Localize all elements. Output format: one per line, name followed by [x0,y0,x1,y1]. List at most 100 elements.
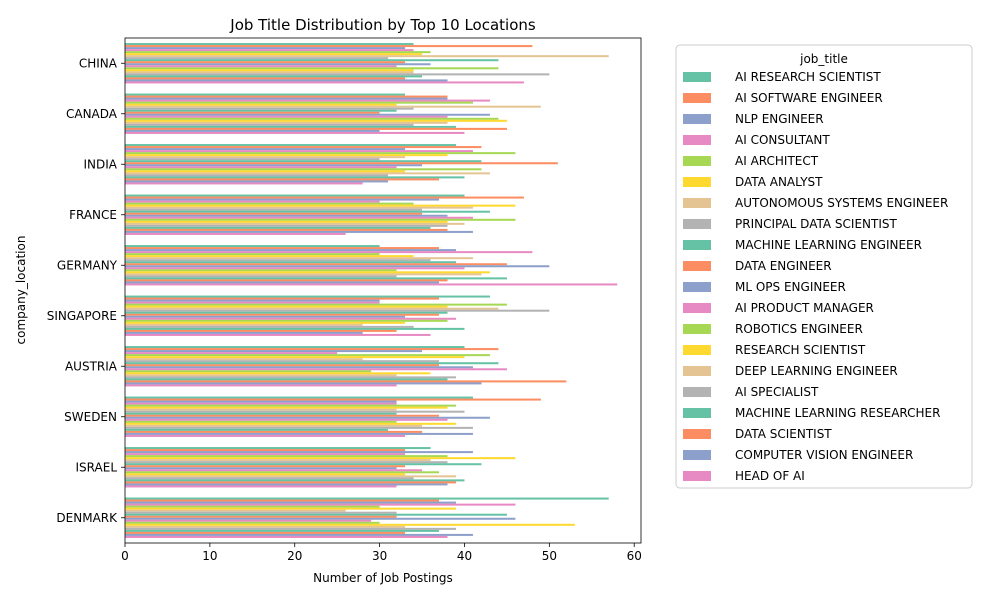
y-tick-label: FRANCE [69,208,117,222]
bar [125,535,448,538]
bar [125,255,414,258]
bar [125,168,482,171]
bar [125,455,448,458]
bar [125,247,440,250]
bar [125,457,516,460]
bar [125,79,448,82]
axes-group: 0 10 20 30 40 50 60 CHINA CANADA INDIA FRANCE GERMA… [47,37,642,563]
bar [125,331,363,334]
legend-swatch [683,387,711,397]
bar [125,43,414,46]
bar [125,402,397,405]
bar [125,113,490,116]
bar [125,45,533,48]
bar [125,281,440,284]
bar [125,354,490,357]
bar [125,523,575,526]
bar [125,346,465,349]
bar [125,178,440,181]
bar [125,210,490,213]
bar [125,329,397,332]
bar [125,299,380,302]
bar [125,533,473,536]
bar [125,259,431,262]
bar [125,57,389,60]
bar [125,358,363,361]
legend-swatch [683,114,711,124]
legend-swatch [683,450,711,460]
bar [125,356,465,359]
bar [125,269,397,272]
bar [125,311,448,314]
bar [125,77,406,80]
bar [125,109,397,112]
bar [125,214,448,217]
y-tick-label: INDIA [83,157,117,171]
bar [125,249,456,252]
legend-swatch [683,72,711,82]
bar [125,212,423,215]
bar [125,380,567,383]
bar [125,321,406,324]
bar [125,396,473,399]
bar [125,307,499,310]
y-tick-label: AUSTRIA [65,359,118,373]
bar [125,131,465,134]
bar [125,352,338,355]
bar [125,428,389,431]
bar [125,467,397,470]
bar [125,503,516,506]
bar [125,63,431,66]
bar [125,164,423,167]
legend-entry-label: MACHINE LEARNING ENGINEER [735,238,922,252]
bar [125,410,465,413]
bar [125,144,456,147]
y-tick-label: DENMARK [56,511,118,525]
legend-entry-label: MACHINE LEARNING RESEARCHER [735,406,940,420]
bar [125,277,507,280]
bar [125,158,380,161]
bar [125,67,499,70]
bar [125,501,456,504]
bar [125,125,456,128]
bar [125,360,440,363]
bar [125,497,609,500]
legend-swatch [683,93,711,103]
bar [125,505,380,508]
legend-entry-label: AI ARCHITECT [735,154,819,168]
legend-entry-label: RESEARCH SCIENTIST [735,343,866,357]
legend-swatch [683,324,711,334]
bar [125,432,473,435]
legend-entry-label: AI CONSULTANT [735,133,830,147]
bar [125,426,473,429]
bar [125,107,414,110]
bar [125,406,448,409]
bar [125,519,372,522]
legend-entry-label: COMPUTER VISION ENGINEER [735,448,913,462]
bar [125,317,456,320]
y-tick-label: CANADA [66,107,118,121]
bar [125,156,406,159]
bar [125,129,380,132]
bar [125,81,524,84]
bar [125,271,490,274]
legend-entry-label: ML OPS ENGINEER [735,280,846,294]
x-axis-label: Number of Job Postings [313,571,453,585]
legend-swatch [683,240,711,250]
bar [125,230,473,233]
bar [125,182,363,185]
legend-entry-label: DATA ANALYST [735,175,823,189]
bar [125,408,397,411]
bar [125,416,490,419]
legend-swatch [683,366,711,376]
bar [125,509,346,512]
bar [125,166,397,169]
bar [125,283,618,286]
bar [125,101,473,104]
legend-swatch [683,471,711,481]
legend-swatch [683,156,711,166]
legend-swatch [683,429,711,439]
bar [125,469,423,472]
bar [125,117,499,120]
